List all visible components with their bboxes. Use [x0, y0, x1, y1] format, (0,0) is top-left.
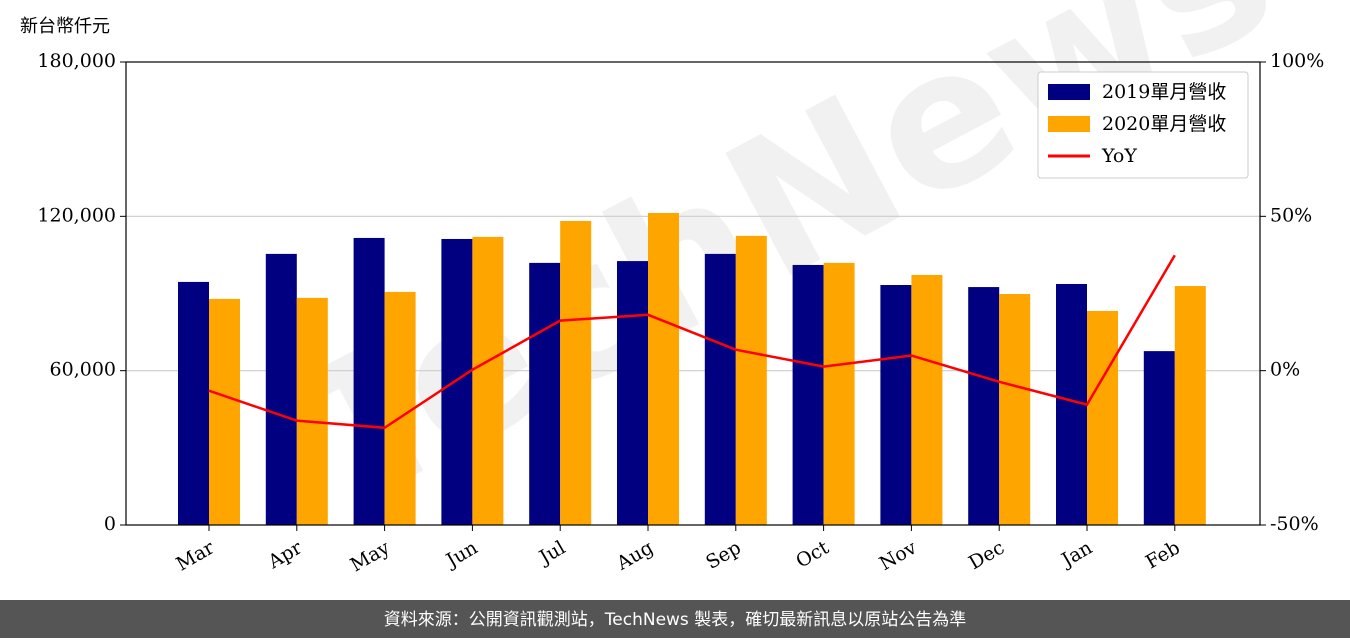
bar: [823, 262, 855, 525]
y2-tick-label: -50%: [1270, 513, 1319, 535]
y-tick-label: 180,000: [37, 50, 116, 72]
bar: [472, 236, 504, 525]
legend-label: YoY: [1101, 145, 1137, 167]
legend-label: 2019單月營收: [1102, 81, 1226, 103]
bar: [792, 264, 824, 525]
bar: [178, 281, 209, 525]
legend-box: [1037, 71, 1249, 179]
bar: [968, 287, 1000, 525]
bar: [441, 238, 473, 526]
y-axis-label: 新台幣仟元: [20, 16, 110, 37]
footer: 資料來源：公開資訊觀測站，TechNews 製表，確切最新訊息以原站公告為準: [384, 610, 966, 630]
bar: [296, 297, 328, 525]
bar: [1174, 286, 1206, 525]
bar: [617, 261, 648, 525]
bar: [529, 262, 561, 525]
y2-tick-label: 50%: [1270, 204, 1312, 226]
bar: [209, 298, 240, 525]
y-tick-label: 120,000: [37, 204, 116, 226]
bar: [911, 274, 943, 525]
line: [208, 254, 1176, 430]
bar: [648, 212, 679, 525]
legend-label: 2020單月營收: [1102, 113, 1226, 135]
y2-tick-label: 0%: [1270, 359, 1300, 381]
bar: [1087, 310, 1118, 525]
bar: [353, 237, 385, 525]
y-tick-label: 0: [104, 513, 116, 535]
bar: [704, 253, 736, 526]
bar: [384, 291, 416, 525]
bar: [735, 235, 767, 526]
bar: [999, 294, 1031, 525]
y-tick-label: 60,000: [50, 359, 116, 381]
legend-swatch: [1048, 84, 1090, 100]
bar: [880, 285, 912, 525]
plot-frame: [125, 61, 1261, 526]
bar: [265, 253, 297, 526]
bar: [1143, 351, 1175, 525]
y2-tick-label: 100%: [1270, 50, 1324, 72]
legend-swatch: [1048, 116, 1090, 132]
bar: [560, 220, 592, 526]
footer-bar: [0, 600, 1350, 638]
